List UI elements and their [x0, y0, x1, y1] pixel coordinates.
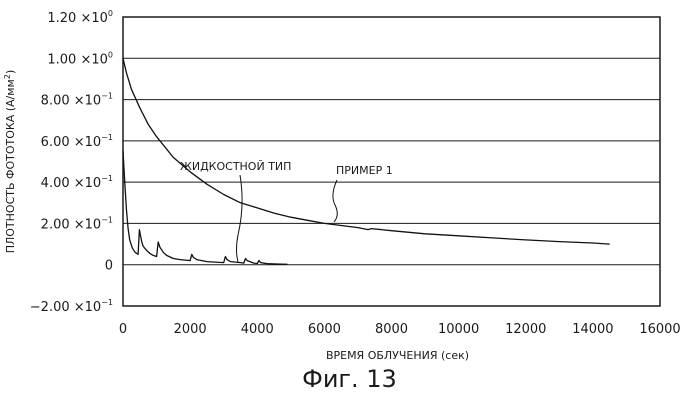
figure-caption: Фиг. 13 [0, 365, 699, 393]
y-tick-label: 4.00 ×10−1 [41, 174, 113, 191]
x-tick-label: 16000 [639, 322, 680, 337]
y-tick-label: 1.20 ×100 [47, 9, 113, 26]
x-tick-label: 12000 [505, 322, 546, 337]
x-axis-title: ВРЕМЯ ОБЛУЧЕНИЯ (сек) [326, 349, 469, 362]
annotation-label: ПРИМЕР 1 [336, 164, 393, 177]
x-tick-label: 8000 [375, 322, 408, 337]
y-tick-label: 6.00 ×10−1 [41, 133, 113, 150]
y-axis-title-end: ) [4, 70, 17, 74]
x-tick-label: 6000 [308, 322, 341, 337]
y-tick-label: 2.00 ×10−1 [41, 215, 113, 232]
series-annotations: ЖИДКОСТНОЙ ТИП ПРИМЕР 1 [180, 160, 393, 262]
y-tick-label: 8.00 ×10−1 [41, 92, 113, 109]
y-tick-label: 1.00 ×100 [47, 50, 113, 67]
y-axis-title-main: ПЛОТНОСТЬ ФОТОТОКА (А/мм [4, 79, 17, 253]
x-tick-label: 4000 [241, 322, 274, 337]
x-tick-label: 14000 [572, 322, 613, 337]
y-tick-label: −2.00 ×10−1 [30, 298, 113, 315]
y-tick-label: 0 [105, 259, 113, 274]
series-line-example1 [123, 58, 610, 244]
x-tick-label: 2000 [174, 322, 207, 337]
y-axis-ticks: 1.20 ×100 1.00 ×100 8.00 ×10−1 6.00 ×10−1 4.… [30, 9, 113, 315]
annotation-leader [333, 180, 337, 222]
x-tick-label: 0 [119, 322, 127, 337]
annotation-label: ЖИДКОСТНОЙ ТИП [180, 160, 291, 173]
annotation-leader [237, 175, 243, 262]
y-axis-title: ПЛОТНОСТЬ ФОТОТОКА (А/мм2) [3, 70, 17, 254]
x-axis-ticks: 0 2000 4000 6000 8000 10000 12000 14000 16000 [119, 322, 681, 337]
x-tick-label: 10000 [438, 322, 479, 337]
